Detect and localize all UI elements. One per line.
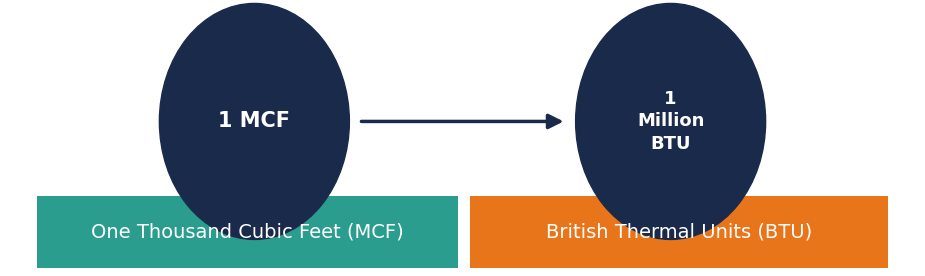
Text: 1
Million
BTU: 1 Million BTU [637, 90, 704, 153]
Ellipse shape [159, 3, 350, 240]
Ellipse shape [575, 3, 766, 240]
Text: 1 MCF: 1 MCF [218, 112, 290, 131]
Text: British Thermal Units (BTU): British Thermal Units (BTU) [546, 222, 812, 241]
FancyBboxPatch shape [470, 196, 888, 268]
Text: One Thousand Cubic Feet (MCF): One Thousand Cubic Feet (MCF) [91, 222, 404, 241]
FancyBboxPatch shape [37, 196, 458, 268]
